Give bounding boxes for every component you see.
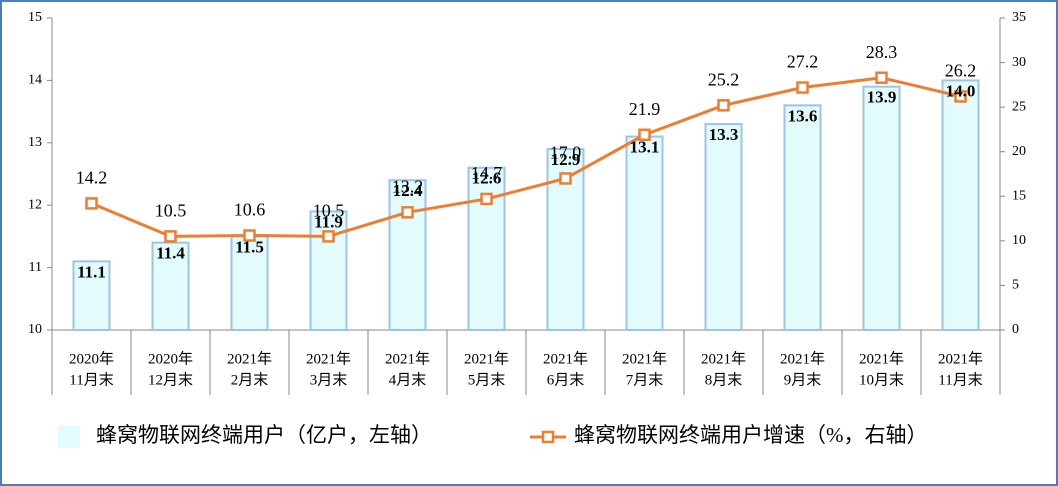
y-tick-label: 10 <box>28 322 42 337</box>
x-tick-label: 2021年 <box>227 350 272 367</box>
legend-swatch <box>58 426 80 448</box>
x-tick-label: 2021年 <box>701 350 746 367</box>
y2-tick-label: 15 <box>1012 189 1026 204</box>
y2-tick-label: 35 <box>1012 10 1026 25</box>
line-label: 10.5 <box>155 201 187 221</box>
line-label: 10.6 <box>234 200 266 220</box>
x-tick-label: 6月末 <box>547 371 585 388</box>
line-label: 17.0 <box>550 143 582 163</box>
x-tick-label: 8月末 <box>705 371 743 388</box>
x-tick-label: 2月末 <box>231 371 269 388</box>
x-tick-label: 2021年 <box>543 350 588 367</box>
line-label: 13.2 <box>392 176 424 196</box>
marker <box>796 81 809 94</box>
y2-tick-label: 5 <box>1012 278 1019 293</box>
bar <box>388 179 427 331</box>
line-label: 14.7 <box>471 163 503 183</box>
x-tick-label: 12月末 <box>148 371 193 388</box>
x-tick-label: 3月末 <box>310 371 348 388</box>
marker <box>85 197 98 210</box>
bar <box>151 241 190 331</box>
line-label: 26.2 <box>945 61 977 81</box>
marker <box>322 230 335 243</box>
x-tick-label: 7月末 <box>626 371 664 388</box>
bar <box>783 104 822 331</box>
y2-tick-label: 25 <box>1012 99 1026 114</box>
marker <box>164 230 177 243</box>
line-label: 25.2 <box>708 69 740 89</box>
x-tick-label: 2021年 <box>938 350 983 367</box>
y-tick-label: 13 <box>28 135 42 150</box>
bar-label: 12.9 <box>551 150 581 169</box>
bar-label: 11.1 <box>77 262 106 281</box>
x-tick-label: 11月末 <box>69 371 113 388</box>
x-tick-label: 2020年 <box>148 350 193 367</box>
y-tick-label: 15 <box>28 10 42 25</box>
legend-marker <box>541 430 555 444</box>
bar-label: 13.6 <box>788 106 818 125</box>
y2-tick-label: 20 <box>1012 144 1026 159</box>
x-tick-label: 11月末 <box>938 371 982 388</box>
bar-label: 11.9 <box>314 212 343 231</box>
marker <box>480 192 493 206</box>
marker <box>638 128 651 142</box>
marker <box>875 71 888 84</box>
bar-label: 14.0 <box>946 81 976 100</box>
x-tick-label: 5月末 <box>468 371 506 388</box>
bar-label: 13.3 <box>709 125 739 144</box>
bar <box>72 260 111 331</box>
line <box>90 76 961 238</box>
marker <box>954 90 967 103</box>
bar-label: 12.4 <box>393 181 423 200</box>
bar <box>467 166 506 331</box>
x-tick-label: 2020年 <box>69 350 114 367</box>
x-tick-label: 2021年 <box>385 350 430 367</box>
marker <box>401 206 414 219</box>
line-label: 21.9 <box>629 99 661 119</box>
legend-label: 蜂窝物联网终端用户（亿户，左轴） <box>96 423 432 447</box>
bar-label: 13.9 <box>867 88 897 107</box>
x-tick-label: 2021年 <box>859 350 904 367</box>
bar <box>704 123 743 331</box>
x-tick-label: 4月末 <box>389 371 427 388</box>
bar <box>941 79 980 332</box>
bar <box>625 135 664 331</box>
y2-tick-label: 30 <box>1012 55 1026 70</box>
bar <box>862 85 901 331</box>
legend-label: 蜂窝物联网终端用户增速（%，右轴） <box>574 423 928 447</box>
x-tick-label: 2021年 <box>622 350 667 367</box>
line-label: 28.3 <box>866 42 898 62</box>
x-tick-label: 2021年 <box>306 350 351 367</box>
marker <box>559 172 572 185</box>
bar-label: 11.4 <box>156 244 185 263</box>
marker <box>243 229 256 242</box>
x-tick-label: 2021年 <box>780 350 825 367</box>
y-tick-label: 12 <box>28 197 42 212</box>
y2-tick-label: 0 <box>1012 322 1019 337</box>
y2-tick-label: 10 <box>1012 233 1026 248</box>
bar-label: 12.6 <box>472 169 502 188</box>
marker <box>717 99 730 112</box>
y-tick-label: 11 <box>29 260 42 275</box>
y-tick-label: 14 <box>28 73 42 88</box>
bar-label: 13.1 <box>630 137 660 156</box>
line-label: 14.2 <box>76 168 108 188</box>
x-tick-label: 10月末 <box>859 371 904 388</box>
line-label: 27.2 <box>787 52 819 72</box>
bar-label: 11.5 <box>235 237 264 256</box>
x-tick-label: 9月末 <box>784 371 822 388</box>
x-tick-label: 2021年 <box>464 350 509 367</box>
line-label: 10.5 <box>313 201 345 221</box>
